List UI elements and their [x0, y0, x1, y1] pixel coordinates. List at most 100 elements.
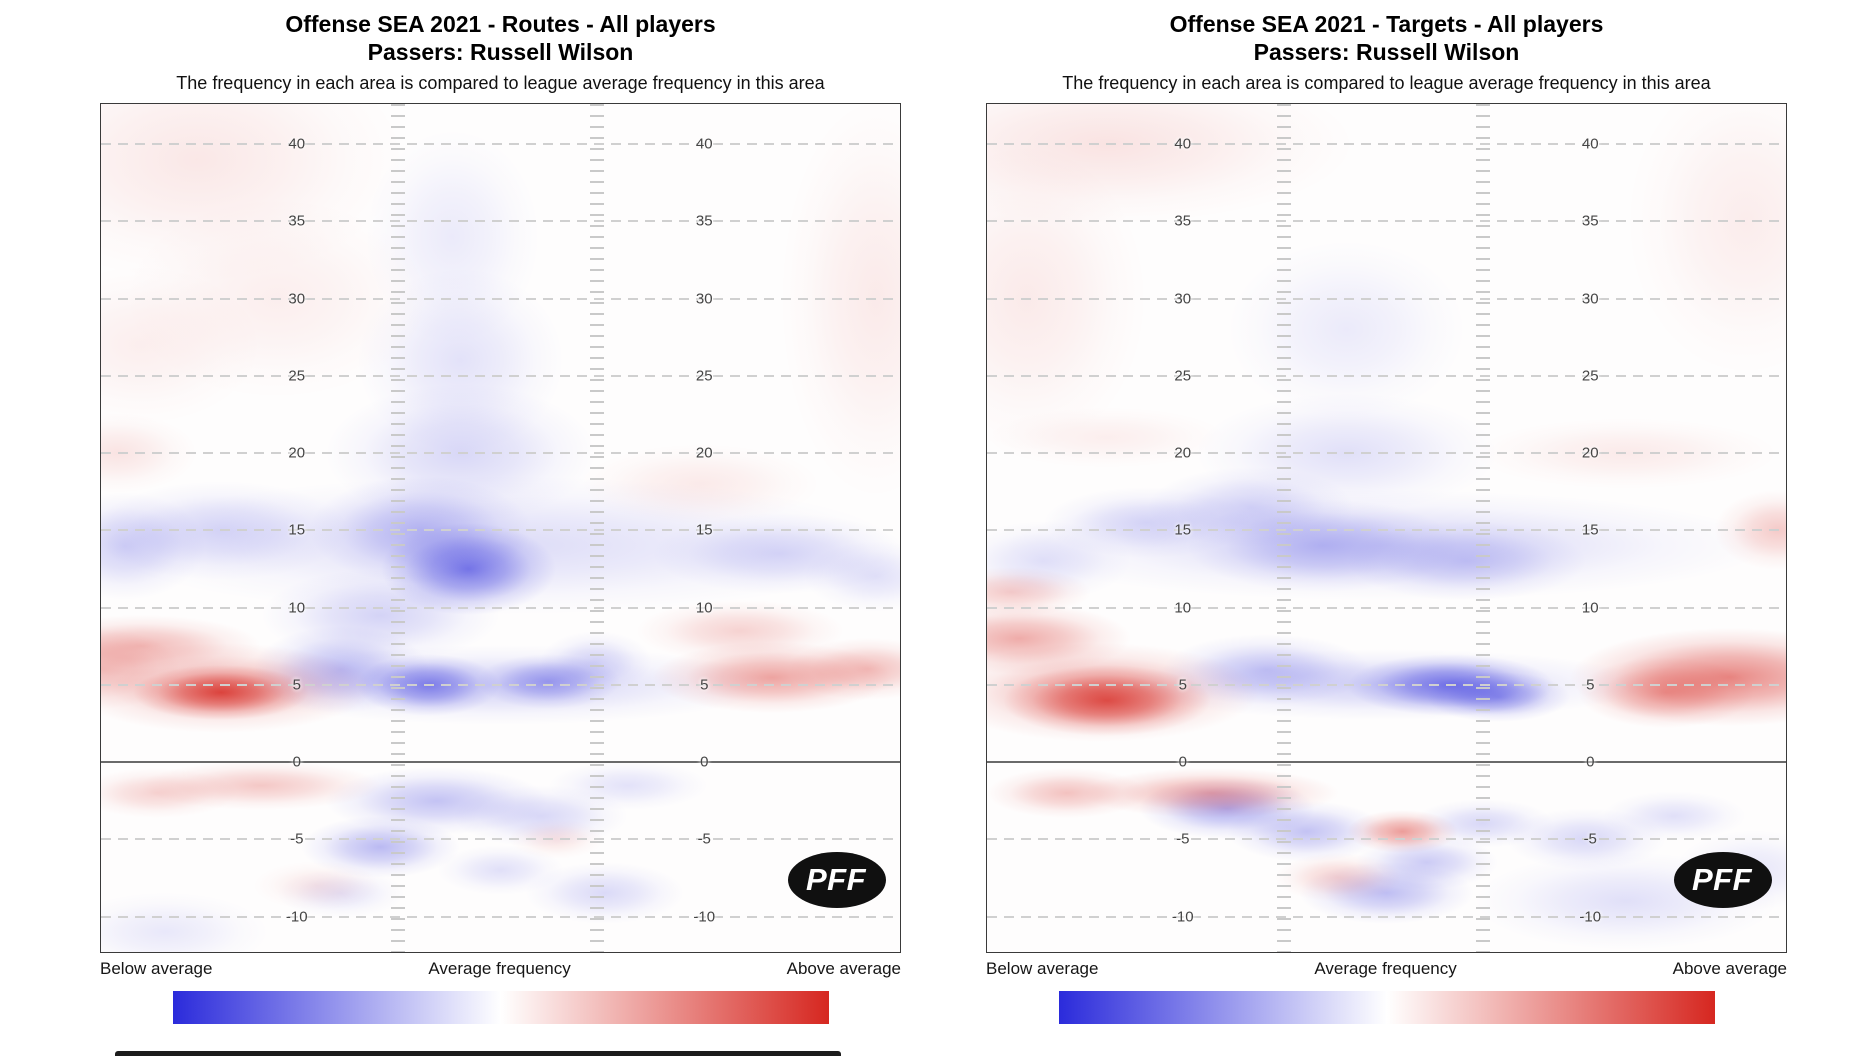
yard-tick-label: -5 — [1176, 830, 1190, 848]
yard-tick-label: -10 — [285, 908, 308, 925]
yard-tick-label: 35 — [288, 212, 306, 230]
hash-marks-column — [1277, 104, 1292, 952]
yard-tick-label: 15 — [1581, 521, 1599, 539]
above-average-heat-blob — [987, 643, 1259, 742]
below-average-heat-blob — [1346, 521, 1587, 602]
chart-note: The frequency in each area is compared t… — [176, 73, 825, 93]
legend-above-average: Above average — [1672, 959, 1787, 978]
yard-tick-label: 20 — [1174, 444, 1192, 462]
yard-tick-label: 40 — [695, 135, 713, 153]
below-average-heat-blob — [1003, 490, 1770, 602]
yard-tick-label: 20 — [695, 444, 713, 462]
below-average-heat-blob — [524, 862, 685, 925]
below-average-heat-blob — [380, 522, 557, 616]
yard-tick-label: 0 — [700, 753, 709, 771]
above-average-heat-blob — [1082, 768, 1339, 818]
yard-tick-label: 5 — [1178, 676, 1187, 694]
yard-gridline — [101, 297, 900, 300]
chart-title: Offense SEA 2021 - Targets - All players — [1169, 11, 1604, 37]
chart-title: Offense SEA 2021 - Routes - All players — [285, 11, 716, 37]
below-average-heat-blob — [1226, 800, 1387, 863]
hash-marks-column — [590, 104, 605, 952]
yard-tick-label: 30 — [1174, 290, 1192, 308]
colorbar-gradient — [1058, 991, 1715, 1024]
yard-gridline — [987, 374, 1786, 377]
line-of-scrimmage — [987, 761, 1786, 763]
below-average-heat-blob — [1426, 672, 1571, 722]
yard-tick-label: 25 — [695, 367, 713, 385]
grid-layer: 40 40 35 35 30 30 25 25 20 20 15 15 10 10 5 5 0 0 -5 -5 -10 -… — [101, 104, 900, 952]
pff-logo: PFF — [1674, 852, 1772, 908]
yard-tick-label: 25 — [1581, 367, 1599, 385]
below-average-heat-blob — [1146, 467, 1355, 548]
yard-tick-label: 10 — [1581, 599, 1599, 616]
yard-gridline — [101, 220, 900, 223]
below-average-heat-blob — [1186, 499, 1459, 593]
below-average-heat-blob — [1354, 834, 1499, 891]
above-average-heat-blob — [1274, 853, 1403, 903]
yard-tick-label: 35 — [695, 212, 713, 230]
line-of-scrimmage — [101, 761, 900, 763]
yard-tick-label: 40 — [288, 135, 306, 153]
yard-tick-label: 30 — [1581, 290, 1599, 308]
below-average-heat-blob — [276, 868, 405, 918]
above-average-heat-blob — [1346, 809, 1459, 854]
grid-layer: 40 40 35 35 30 30 25 25 20 20 15 15 10 10 5 5 0 0 -5 -5 -10 -… — [987, 104, 1786, 952]
field-plot-targets: 40 40 35 35 30 30 25 25 20 20 15 15 10 10 5 5 0 0 -5 -5 -10 -… — [986, 103, 1787, 953]
yard-tick-label: 20 — [1581, 444, 1599, 462]
above-average-heat-blob — [580, 443, 821, 525]
yard-tick-label: 40 — [1581, 135, 1599, 153]
yard-gridline — [101, 143, 900, 146]
yard-tick-label: 40 — [1174, 135, 1192, 153]
yard-tick-label: 15 — [288, 521, 306, 539]
pff-logo: PFF — [788, 852, 886, 908]
legend-above-average: Above average — [786, 959, 901, 978]
yard-tick-label: 35 — [1174, 212, 1192, 230]
pff-logo-text: PFF — [805, 862, 867, 897]
above-average-heat-blob — [1003, 664, 1211, 736]
above-average-heat-blob — [652, 641, 892, 713]
yard-tick-label: 10 — [695, 599, 713, 616]
yard-gridline — [101, 452, 900, 455]
yard-tick-label: 5 — [292, 676, 301, 694]
yard-tick-label: -5 — [697, 830, 711, 848]
yard-gridline — [101, 374, 900, 377]
yard-tick-label: 5 — [1586, 676, 1595, 694]
yard-tick-label: 30 — [695, 290, 713, 308]
hash-marks-column — [1476, 104, 1491, 952]
yard-gridline — [987, 915, 1786, 918]
yard-tick-label: 0 — [292, 753, 301, 771]
below-average-heat-blob — [1226, 239, 1467, 420]
yard-tick-label: -10 — [1579, 908, 1602, 925]
above-average-heat-blob — [636, 599, 844, 662]
yard-tick-label: 30 — [288, 290, 306, 308]
yard-tick-label: 20 — [288, 444, 306, 462]
yard-gridline — [987, 683, 1786, 686]
yard-gridline — [101, 606, 900, 609]
yard-tick-label: 10 — [1174, 599, 1192, 616]
below-average-heat-blob — [324, 766, 549, 835]
bottom-dark-strip — [115, 1051, 841, 1056]
above-average-heat-blob — [987, 768, 1147, 818]
yard-gridline — [101, 838, 900, 841]
hash-marks-column — [391, 104, 406, 952]
yard-tick-label: 10 — [288, 599, 306, 616]
legend-below-average: Below average — [100, 959, 213, 978]
above-average-heat-blob — [1578, 657, 1755, 729]
yard-tick-label: 25 — [288, 367, 306, 385]
yard-gridline — [101, 915, 900, 918]
colorbar-legend: Below average Average frequency Above av… — [100, 959, 901, 979]
above-average-heat-blob — [133, 664, 309, 721]
below-average-heat-blob — [1602, 791, 1746, 841]
chart-note: The frequency in each area is compared t… — [1062, 73, 1711, 93]
yard-gridline — [987, 838, 1786, 841]
chart-passers-line: Passers: Russell Wilson — [367, 39, 634, 65]
yard-tick-label: 15 — [1174, 521, 1192, 539]
yard-tick-label: 15 — [695, 521, 713, 539]
below-average-heat-blob — [1042, 487, 1251, 559]
yard-gridline — [987, 452, 1786, 455]
yard-tick-label: -10 — [693, 908, 716, 925]
below-average-heat-blob — [300, 816, 461, 878]
yard-tick-label: 0 — [1178, 753, 1187, 771]
field-plot-routes: 40 40 35 35 30 30 25 25 20 20 15 15 10 10 5 5 0 0 -5 -5 -10 -… — [100, 103, 901, 953]
